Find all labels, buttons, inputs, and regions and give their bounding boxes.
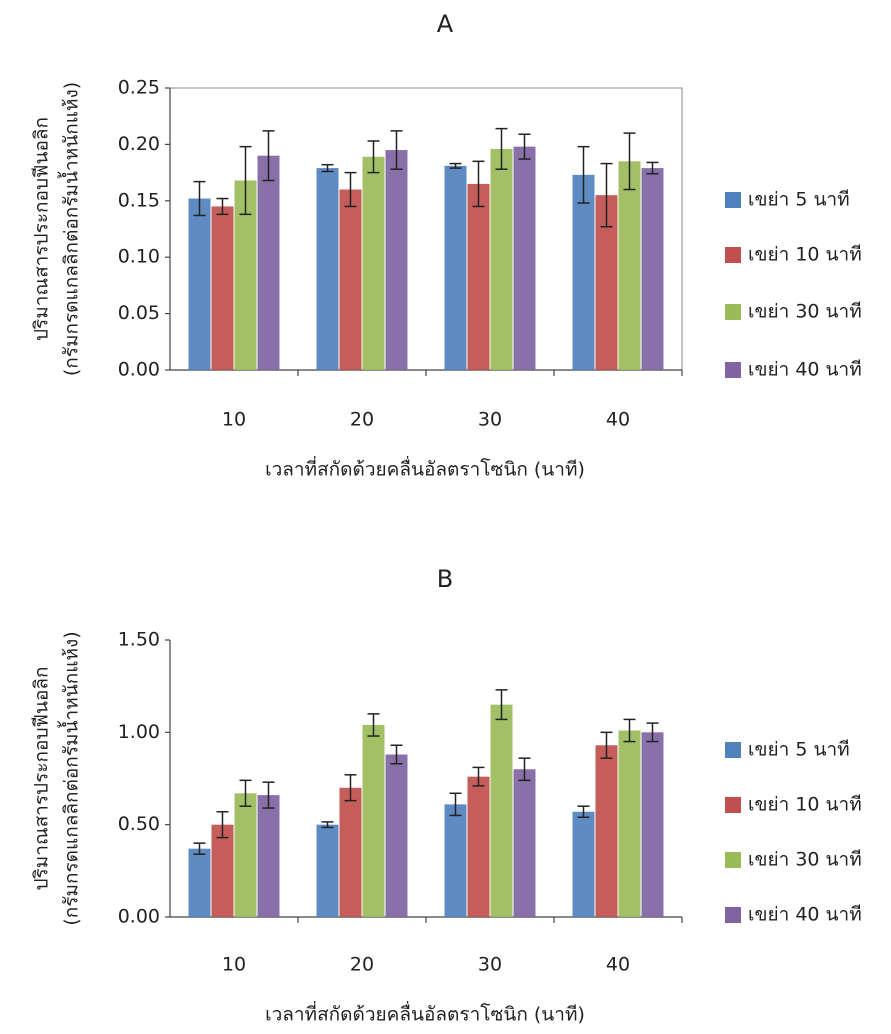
legend-swatch: [725, 907, 741, 923]
bar: [317, 168, 339, 370]
y-tick-label: 0.25: [118, 77, 160, 99]
legend-label: เขย่า 40 นาที: [748, 359, 862, 381]
bar: [212, 206, 234, 370]
chart-title: B: [437, 565, 453, 593]
figure: Aปริมาณสารประกอบฟีนอลิก(กรัมกรดแกลลิกต่อ…: [0, 0, 891, 1034]
bar: [514, 147, 536, 370]
bar: [363, 725, 385, 917]
y-axis-label: ปริมาณสารประกอบฟีนอลิก: [31, 666, 53, 890]
y-tick-label: 1.50: [118, 629, 160, 651]
legend-label: เขย่า 30 นาที: [748, 301, 862, 323]
bar: [619, 161, 641, 370]
legend-label: เขย่า 5 นาที: [748, 739, 850, 761]
legend-label: เขย่า 30 นาที: [748, 849, 862, 871]
bar: [235, 793, 257, 917]
bar: [340, 190, 362, 370]
y-axis-label: (กรัมกรดแกลลิกต่อกรัมน้ำหนักแห้ง): [58, 82, 83, 376]
y-tick-label: 0.50: [118, 813, 160, 835]
bar: [619, 730, 641, 917]
x-tick-label: 30: [478, 409, 502, 431]
y-tick-label: 0.05: [118, 302, 160, 324]
legend-swatch: [725, 247, 741, 263]
bar: [386, 754, 408, 917]
bar: [468, 777, 490, 917]
bar: [386, 150, 408, 370]
y-tick-label: 0.15: [118, 189, 160, 211]
bar: [514, 769, 536, 917]
bar: [445, 804, 467, 917]
legend-swatch: [725, 852, 741, 868]
bar: [573, 812, 595, 917]
bar: [189, 199, 211, 370]
legend-swatch: [725, 304, 741, 320]
x-tick-label: 10: [222, 409, 246, 431]
y-tick-label: 0.20: [118, 133, 160, 155]
bar: [642, 168, 664, 370]
legend-label: เขย่า 40 นาที: [748, 904, 862, 926]
x-tick-label: 20: [350, 954, 374, 976]
bar: [258, 795, 280, 917]
x-tick-label: 40: [606, 409, 630, 431]
y-tick-label: 0.00: [118, 906, 160, 928]
x-tick-label: 30: [478, 954, 502, 976]
legend-swatch: [725, 797, 741, 813]
legend-label: เขย่า 5 นาที: [748, 189, 850, 211]
legend-swatch: [725, 362, 741, 378]
bar: [363, 157, 385, 370]
y-tick-label: 0.00: [118, 359, 160, 381]
bar: [258, 156, 280, 370]
x-axis-label: เวลาที่สกัดด้วยคลื่นอัลตราโซนิก (นาที): [265, 456, 585, 481]
x-tick-label: 20: [350, 409, 374, 431]
legend-swatch: [725, 742, 741, 758]
bar: [491, 149, 513, 370]
bar: [596, 745, 618, 917]
legend-label: เขย่า 10 นาที: [748, 794, 862, 816]
bar: [189, 849, 211, 917]
bar: [642, 732, 664, 917]
y-tick-label: 0.10: [118, 246, 160, 268]
bar: [445, 166, 467, 370]
y-axis-label: (กรัมกรดแกลลิกต่อกรัมน้ำหนักแห้ง): [58, 631, 83, 925]
legend-label: เขย่า 10 นาที: [748, 244, 862, 266]
x-axis-label: เวลาที่สกัดด้วยคลื่นอัลตราโซนิก (นาที): [265, 1001, 585, 1026]
y-axis-label: ปริมาณสารประกอบฟีนอลิก: [31, 117, 53, 341]
x-tick-label: 40: [606, 954, 630, 976]
bar: [340, 788, 362, 917]
x-tick-label: 10: [222, 954, 246, 976]
bar: [317, 825, 339, 917]
bar: [468, 184, 490, 370]
y-tick-label: 1.00: [118, 721, 160, 743]
bar: [491, 705, 513, 917]
bar: [212, 825, 234, 917]
bar: [573, 175, 595, 370]
chart-title: A: [437, 10, 454, 38]
legend-swatch: [725, 192, 741, 208]
